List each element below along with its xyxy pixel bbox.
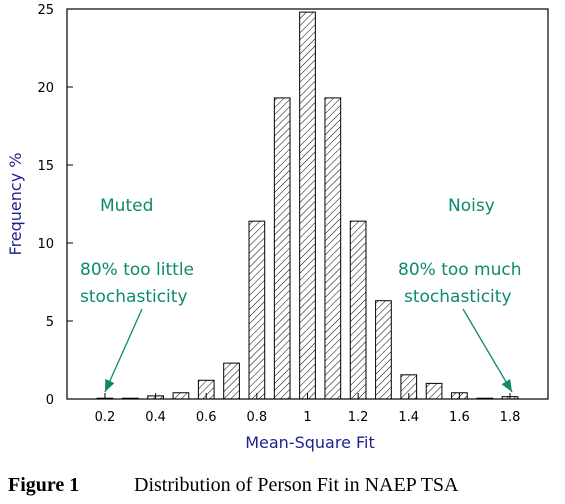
y-tick-label: 25: [37, 3, 54, 18]
histogram-chart: 0 5 10 15 20 25 0.2 0.4 0.6 0.8 1 1.2 1.4 1.6 1.8 Fre…: [6, 3, 549, 452]
x-tick-label: 0.4: [145, 410, 166, 425]
figure-caption-text: Distribution of Person Fit in NAEP TSA: [134, 474, 459, 496]
x-tick-label: 0.8: [247, 410, 268, 425]
bar-0.8: [248, 220, 266, 400]
x-tick-label: 1.2: [348, 410, 369, 425]
figure-label: Figure 1: [8, 474, 80, 496]
annotation-left-line1: 80% too little: [80, 260, 194, 280]
y-tick-label: 5: [46, 315, 54, 330]
x-tick-label: 1: [303, 410, 311, 425]
bar-1.2: [349, 220, 367, 400]
bar-0.5: [172, 392, 190, 400]
annotation-left-line2: stochasticity: [80, 287, 188, 307]
y-tick-label: 15: [37, 159, 54, 174]
right-arrow: [462, 308, 513, 393]
bar-0.7: [223, 362, 240, 400]
y-tick-label: 0: [46, 393, 54, 408]
left-arrow: [104, 308, 143, 393]
bar-1.3: [375, 300, 392, 400]
annotation-muted: Muted: [100, 196, 153, 216]
y-axis-title: Frequency %: [6, 153, 25, 256]
annotation-right-line1: 80% too much: [398, 260, 522, 280]
x-tick-label: 1.8: [500, 410, 521, 425]
bar-0.9: [273, 97, 291, 400]
bar-1.0: [299, 11, 316, 400]
x-tick-label: 1.6: [449, 410, 470, 425]
y-tick-label: 20: [37, 81, 54, 96]
x-tick-label: 0.6: [196, 410, 217, 425]
figure-caption: Figure 1 Distribution of Person Fit in NA…: [8, 474, 458, 497]
annotation-right-line2: stochasticity: [404, 287, 512, 307]
x-axis-title: Mean-Square Fit: [245, 433, 375, 452]
bars-group: [96, 11, 519, 400]
bar-1.1: [324, 97, 342, 400]
x-axis-ticks: 0.2 0.4 0.6 0.8 1 1.2 1.4 1.6 1.8: [95, 393, 521, 425]
x-tick-label: 1.4: [398, 410, 419, 425]
bar-1.5: [425, 382, 443, 400]
y-tick-label: 10: [37, 237, 54, 252]
annotation-noisy: Noisy: [448, 196, 495, 216]
y-axis-ticks: 0 5 10 15 20 25: [37, 3, 73, 408]
x-tick-label: 0.2: [95, 410, 116, 425]
